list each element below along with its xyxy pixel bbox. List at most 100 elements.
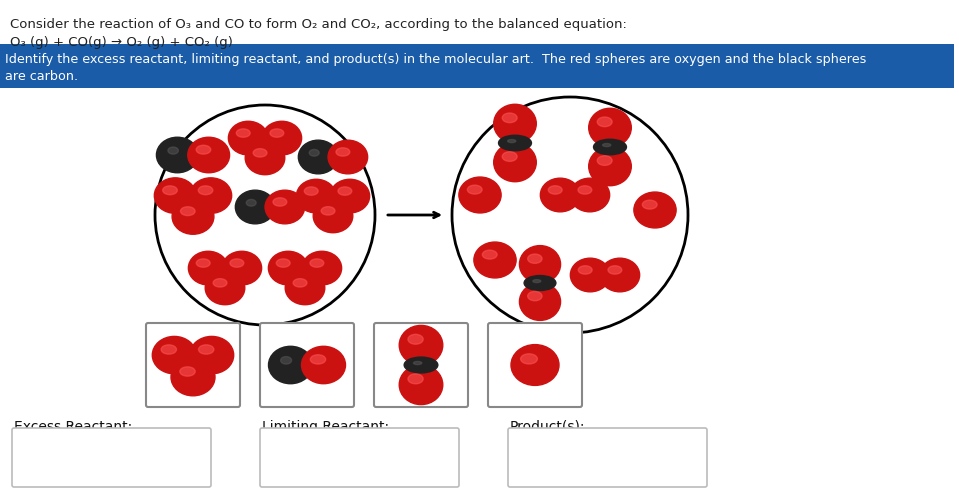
- Ellipse shape: [494, 104, 536, 143]
- Ellipse shape: [156, 137, 199, 173]
- Ellipse shape: [179, 367, 196, 376]
- Ellipse shape: [199, 345, 214, 354]
- Ellipse shape: [302, 251, 341, 285]
- Text: O₃ (g) + CO(g) → O₂ (g) + CO₂ (g): O₃ (g) + CO(g) → O₂ (g) + CO₂ (g): [10, 36, 233, 49]
- Ellipse shape: [296, 179, 336, 213]
- Ellipse shape: [597, 117, 612, 127]
- Ellipse shape: [338, 187, 352, 195]
- Ellipse shape: [168, 147, 178, 154]
- Text: Excess Reactant:: Excess Reactant:: [14, 420, 132, 434]
- Ellipse shape: [205, 271, 245, 305]
- Ellipse shape: [152, 336, 197, 374]
- Ellipse shape: [540, 178, 580, 212]
- Ellipse shape: [154, 178, 197, 213]
- Ellipse shape: [408, 334, 423, 344]
- Ellipse shape: [499, 135, 531, 151]
- Ellipse shape: [180, 207, 195, 216]
- Ellipse shape: [253, 149, 267, 157]
- Ellipse shape: [228, 121, 268, 155]
- Ellipse shape: [235, 190, 275, 224]
- Ellipse shape: [589, 147, 631, 186]
- Ellipse shape: [321, 207, 335, 215]
- Ellipse shape: [163, 186, 177, 195]
- Ellipse shape: [236, 129, 250, 137]
- Ellipse shape: [293, 279, 307, 287]
- Ellipse shape: [527, 291, 542, 301]
- Ellipse shape: [336, 148, 350, 156]
- Text: Identify the excess reactant, limiting reactant, and product(s) in the molecular: Identify the excess reactant, limiting r…: [5, 53, 866, 83]
- Ellipse shape: [330, 179, 369, 213]
- Ellipse shape: [276, 259, 291, 267]
- Ellipse shape: [503, 152, 517, 162]
- Ellipse shape: [594, 139, 626, 155]
- Ellipse shape: [246, 199, 256, 206]
- Ellipse shape: [521, 354, 537, 364]
- Ellipse shape: [413, 361, 422, 365]
- Ellipse shape: [285, 271, 325, 305]
- Ellipse shape: [520, 283, 561, 321]
- Ellipse shape: [304, 187, 318, 195]
- Ellipse shape: [634, 192, 676, 228]
- Ellipse shape: [520, 246, 561, 283]
- Ellipse shape: [458, 177, 502, 213]
- Ellipse shape: [310, 259, 324, 267]
- FancyBboxPatch shape: [12, 428, 211, 487]
- FancyBboxPatch shape: [488, 323, 582, 407]
- Ellipse shape: [482, 250, 497, 259]
- Ellipse shape: [399, 326, 443, 365]
- Ellipse shape: [309, 150, 319, 156]
- Ellipse shape: [474, 242, 516, 278]
- Ellipse shape: [190, 336, 234, 374]
- Ellipse shape: [190, 178, 232, 213]
- Ellipse shape: [597, 156, 612, 166]
- Ellipse shape: [527, 254, 542, 263]
- Ellipse shape: [503, 113, 517, 123]
- Ellipse shape: [511, 344, 559, 385]
- Ellipse shape: [262, 121, 302, 155]
- Ellipse shape: [525, 275, 556, 290]
- Ellipse shape: [328, 140, 367, 174]
- Ellipse shape: [301, 346, 345, 384]
- Ellipse shape: [172, 199, 214, 234]
- Ellipse shape: [311, 355, 326, 364]
- Ellipse shape: [171, 358, 215, 396]
- Ellipse shape: [507, 140, 516, 143]
- Ellipse shape: [600, 258, 640, 292]
- Ellipse shape: [222, 251, 262, 285]
- Ellipse shape: [197, 145, 211, 154]
- Ellipse shape: [408, 374, 423, 384]
- Text: Limiting Reactant:: Limiting Reactant:: [262, 420, 389, 434]
- Ellipse shape: [273, 198, 287, 206]
- Ellipse shape: [265, 190, 305, 224]
- Ellipse shape: [246, 141, 285, 175]
- Text: Product(s):: Product(s):: [510, 420, 586, 434]
- FancyBboxPatch shape: [0, 44, 954, 88]
- Ellipse shape: [608, 266, 621, 274]
- Ellipse shape: [230, 259, 244, 267]
- Ellipse shape: [161, 345, 176, 354]
- Ellipse shape: [298, 140, 338, 174]
- Ellipse shape: [269, 251, 308, 285]
- Ellipse shape: [399, 365, 443, 405]
- Ellipse shape: [549, 186, 562, 194]
- Ellipse shape: [269, 129, 284, 137]
- Ellipse shape: [643, 200, 657, 209]
- Ellipse shape: [197, 259, 210, 267]
- Ellipse shape: [213, 279, 227, 287]
- Ellipse shape: [199, 186, 213, 195]
- Text: Consider the reaction of O₃ and CO to form O₂ and CO₂, according to the balanced: Consider the reaction of O₃ and CO to fo…: [10, 18, 627, 31]
- Ellipse shape: [269, 346, 313, 384]
- Ellipse shape: [494, 143, 536, 182]
- Ellipse shape: [570, 178, 610, 212]
- Ellipse shape: [578, 266, 592, 274]
- Ellipse shape: [533, 280, 541, 283]
- Ellipse shape: [188, 137, 229, 173]
- Ellipse shape: [281, 356, 292, 364]
- Ellipse shape: [571, 258, 610, 292]
- Ellipse shape: [589, 108, 631, 147]
- Ellipse shape: [188, 251, 228, 285]
- FancyBboxPatch shape: [260, 323, 354, 407]
- FancyBboxPatch shape: [146, 323, 240, 407]
- Ellipse shape: [404, 357, 438, 373]
- Ellipse shape: [578, 186, 592, 194]
